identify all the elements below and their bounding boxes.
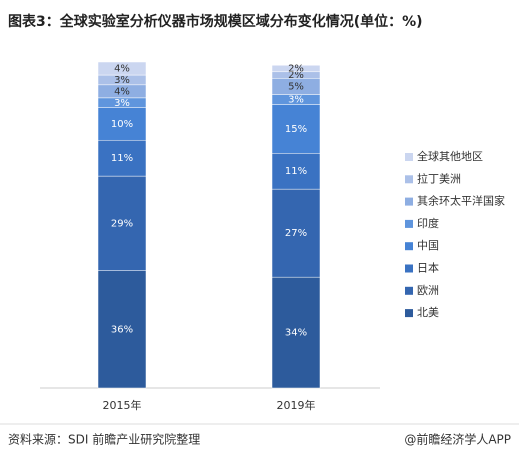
credit: @前瞻经济学人APP [404,432,511,447]
value-label: 10% [111,119,133,130]
x-tick-label: 2015年 [103,398,142,412]
legend-swatch [405,197,413,206]
legend-label: 其余环太平洋国家 [417,194,505,208]
value-label: 2% [288,70,304,81]
bar-segment [271,153,321,190]
legend-swatch [405,219,413,228]
bar-segment [271,65,321,73]
bar-segment [97,270,147,389]
chart-title: 图表3：全球实验室分析仪器市场规模区域分布变化情况(单位：%) [8,13,423,30]
value-label: 11% [285,166,307,177]
source: 资料来源：SDI 前瞻产业研究院整理 [8,432,200,447]
x-tick-label: 2019年 [277,398,316,412]
legend-swatch [405,309,413,318]
bar-segment [97,107,147,141]
value-label: 29% [111,218,133,229]
value-label: 4% [114,64,130,75]
legend-swatch [405,264,413,273]
value-label: 3% [114,98,130,109]
value-label: 15% [285,124,307,135]
value-label: 3% [114,75,130,86]
value-label: 2% [288,64,304,75]
value-label: 36% [111,324,133,335]
legend-swatch [405,242,413,251]
bar-segment [271,188,321,278]
legend-swatch [405,175,413,184]
legend-label: 拉丁美洲 [417,171,461,185]
legend-label: 中国 [417,239,439,252]
legend-swatch [405,286,413,295]
bar-segment [97,139,147,177]
legend-label: 欧洲 [417,284,439,297]
legend-label: 北美 [417,306,439,319]
value-label: 5% [288,81,304,92]
bar-segment [271,276,321,389]
value-label: 3% [288,94,304,105]
value-label: 27% [285,228,307,239]
value-label: 34% [285,328,307,339]
legend-swatch [405,153,413,161]
legend-label: 印度 [417,216,439,230]
value-label: 11% [111,153,133,164]
legend-label: 全球其他地区 [417,149,483,163]
value-label: 4% [114,86,130,97]
bar-segment [271,104,321,154]
legend-label: 日本 [417,261,439,275]
bar-segment [97,61,147,76]
